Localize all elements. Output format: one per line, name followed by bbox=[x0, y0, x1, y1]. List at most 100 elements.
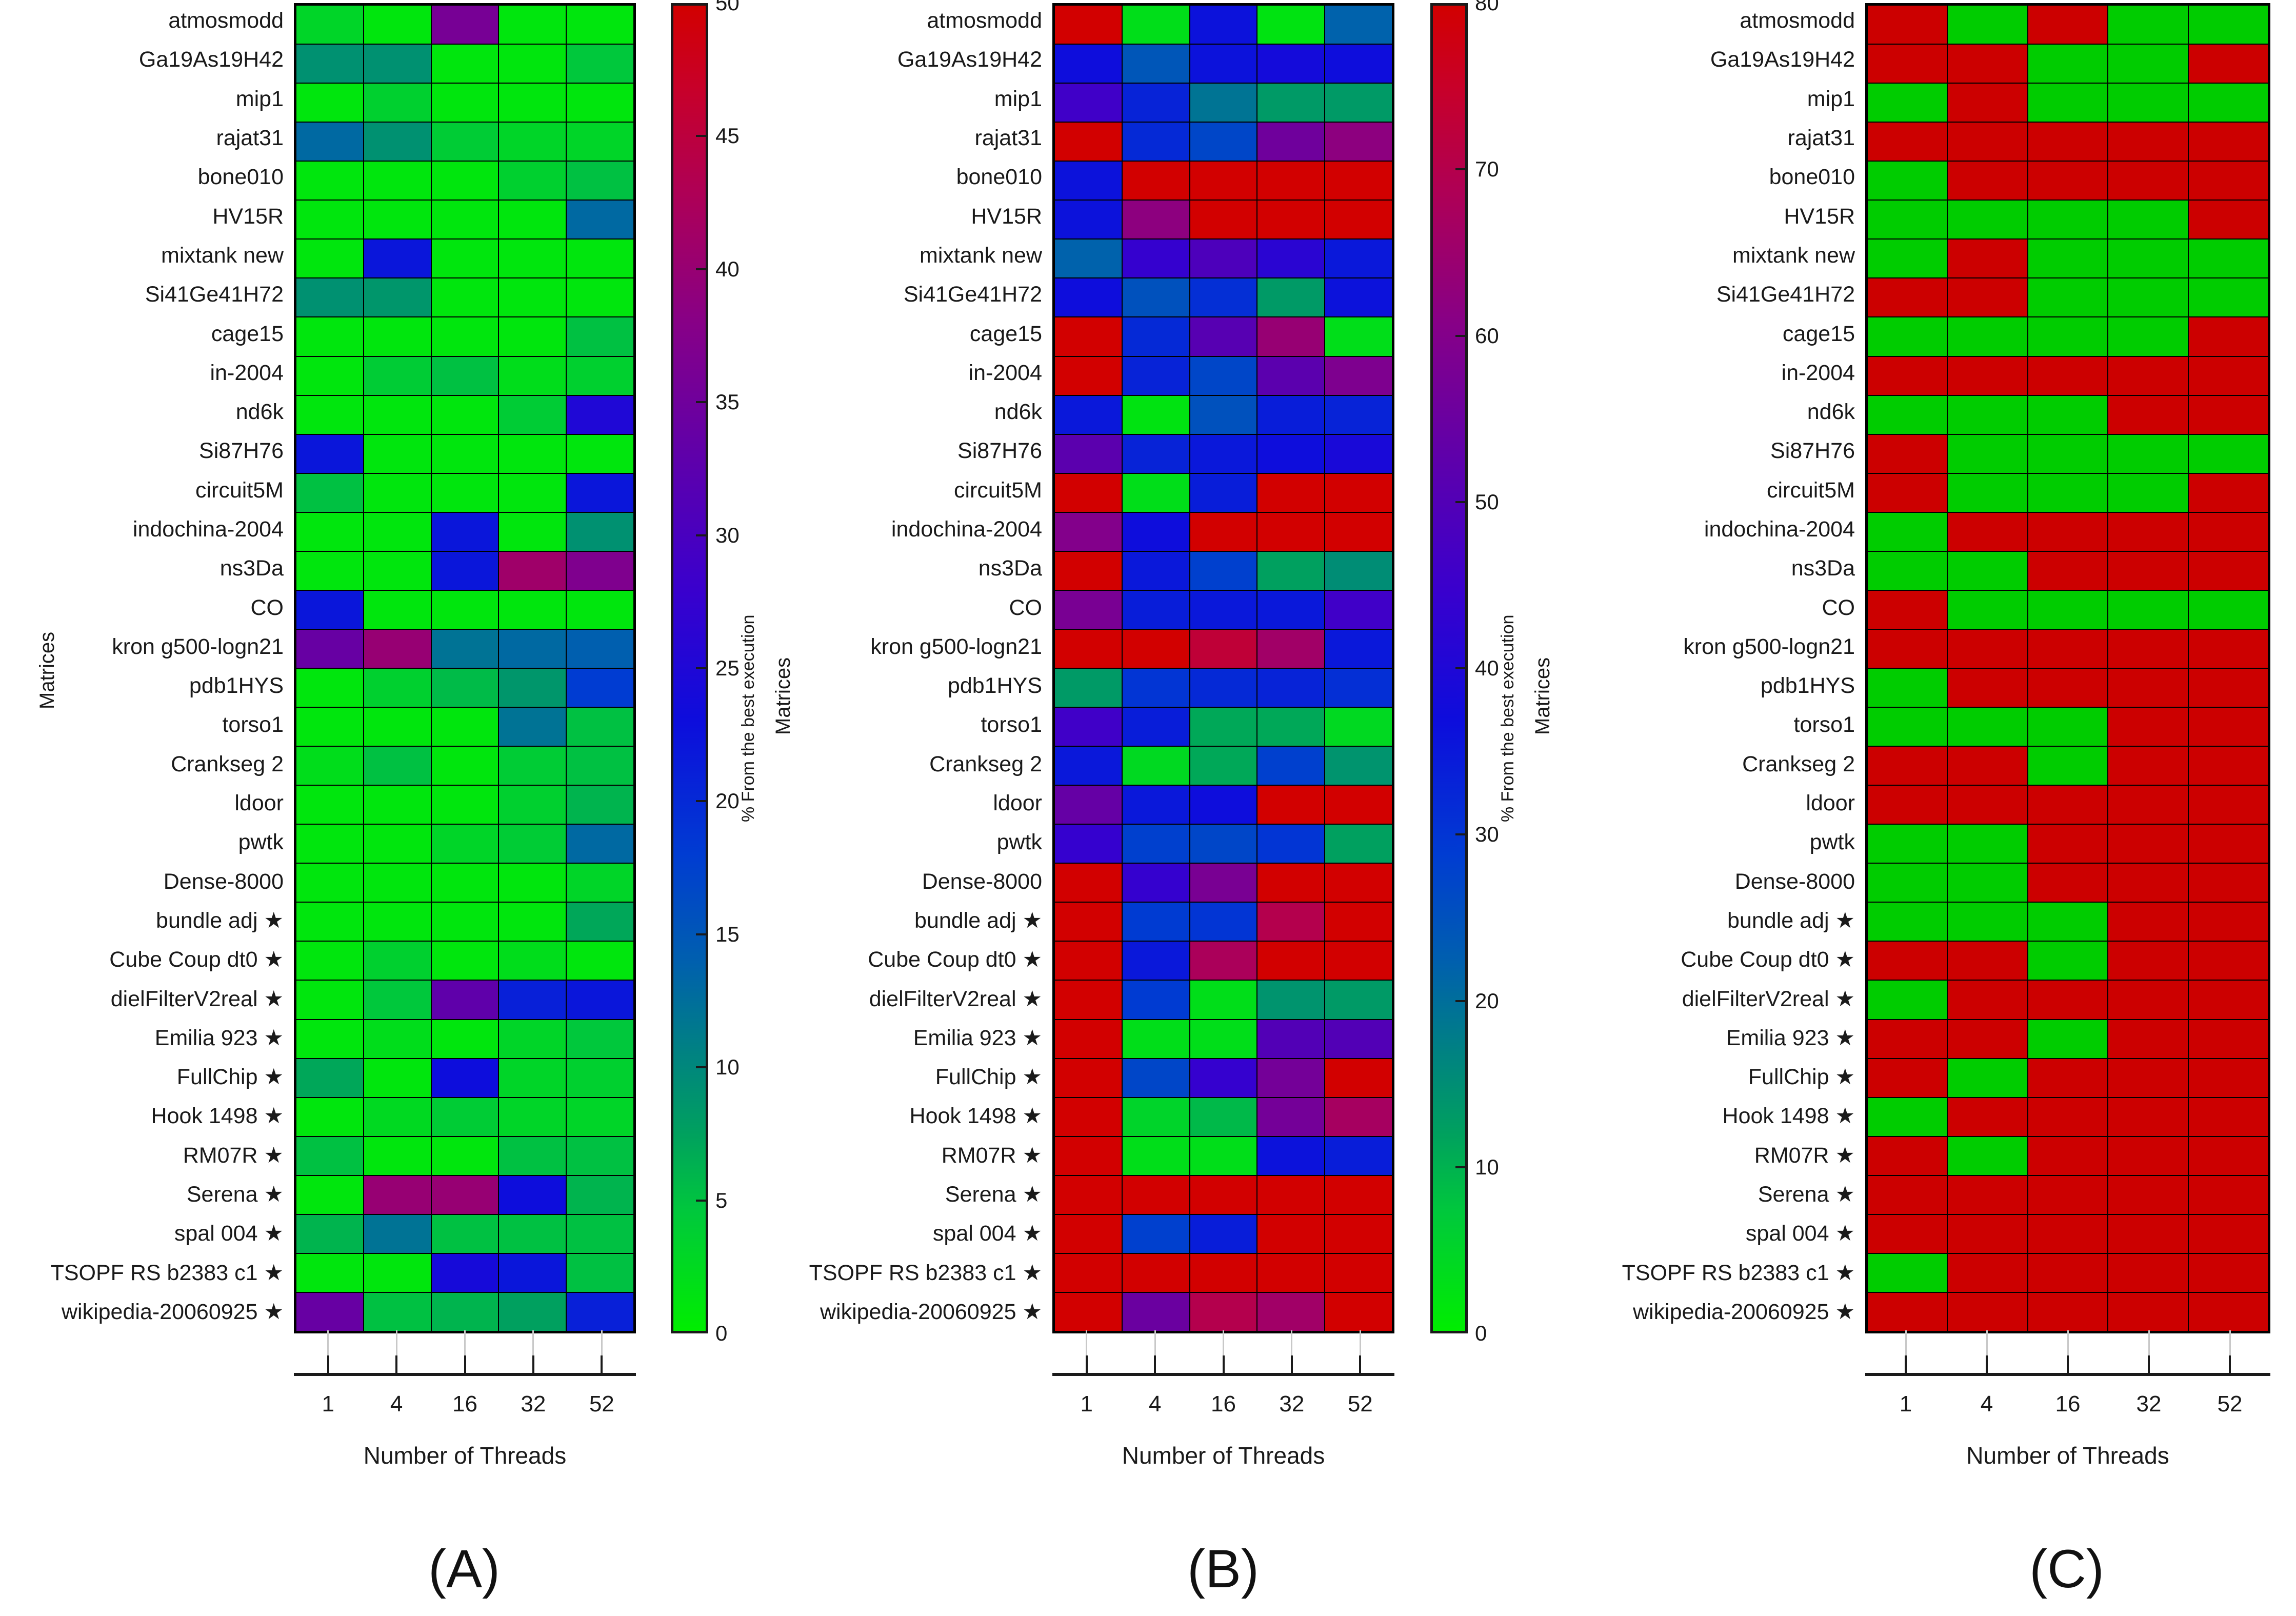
heatmap-cell bbox=[1189, 1174, 1258, 1215]
row-label: ns3Da bbox=[1791, 556, 1855, 581]
heatmap-cell bbox=[1189, 902, 1258, 942]
row-label: Cube Coup dt0 ★ bbox=[868, 947, 1042, 972]
x-axis-tick bbox=[1290, 1355, 1293, 1373]
heatmap-cell bbox=[1189, 199, 1258, 240]
heatmap-cell bbox=[430, 902, 500, 942]
heatmap-cell bbox=[295, 824, 364, 864]
heatmap-cell bbox=[1324, 1096, 1393, 1137]
x-axis-tick bbox=[1905, 1355, 1907, 1373]
heatmap-cell bbox=[1256, 4, 1326, 45]
x-axis-tick bbox=[532, 1355, 534, 1373]
heatmap-cell bbox=[498, 707, 567, 747]
heatmap-cell bbox=[1947, 902, 2028, 942]
heatmap-cell bbox=[1324, 1213, 1393, 1254]
heatmap-cell bbox=[1866, 1019, 1948, 1059]
heatmap-cell bbox=[498, 122, 567, 162]
panel-c-letter: (C) bbox=[2029, 1539, 2104, 1599]
heatmap-cell bbox=[2027, 589, 2109, 630]
heatmap-cell bbox=[2107, 1096, 2189, 1137]
panel-c-row-labels: atmosmodd Ga19As19H42 mip1 rajat31 bone010 HV… bbox=[1622, 10, 1855, 1323]
row-label: nd6k bbox=[235, 400, 284, 425]
heatmap-cell bbox=[1054, 902, 1123, 942]
row-label: kron g500-logn21 bbox=[112, 634, 284, 659]
heatmap-cell bbox=[1121, 394, 1190, 435]
heatmap-cell bbox=[1324, 277, 1393, 318]
heatmap-cell bbox=[1947, 1135, 2028, 1176]
heatmap-cell bbox=[566, 199, 634, 240]
heatmap-cell bbox=[1947, 472, 2028, 513]
heatmap-cell bbox=[2027, 1058, 2109, 1098]
heatmap-cell bbox=[566, 785, 634, 825]
heatmap-cell bbox=[1324, 902, 1393, 942]
heatmap-cell bbox=[566, 1174, 634, 1215]
heatmap-cell bbox=[430, 277, 500, 318]
heatmap-cell bbox=[2027, 1019, 2109, 1059]
panel-b-letter: (B) bbox=[1187, 1539, 1259, 1599]
heatmap-cell bbox=[1121, 4, 1190, 45]
heatmap-cell bbox=[2187, 902, 2269, 942]
heatmap-cell bbox=[498, 863, 567, 903]
x-axis-gridline bbox=[1086, 1330, 1088, 1373]
colorbar-tick bbox=[1455, 1000, 1467, 1002]
x-tick-label: 1 bbox=[322, 1391, 334, 1417]
heatmap-cell bbox=[2187, 122, 2269, 162]
row-label: rajat31 bbox=[974, 126, 1042, 151]
heatmap-cell bbox=[1866, 746, 1948, 786]
heatmap-cell bbox=[1054, 394, 1123, 435]
heatmap-cell bbox=[1189, 238, 1258, 279]
heatmap-cell bbox=[566, 589, 634, 630]
x-axis-tick bbox=[2148, 1355, 2150, 1373]
heatmap-cell bbox=[1256, 472, 1326, 513]
row-label: Crankseg 2 bbox=[171, 751, 284, 776]
heatmap-cell bbox=[1054, 707, 1123, 747]
heatmap-cell bbox=[2107, 161, 2189, 201]
heatmap-cell bbox=[1866, 980, 1948, 1020]
heatmap-cell bbox=[1054, 472, 1123, 513]
row-label: bundle adj ★ bbox=[1727, 908, 1855, 933]
heatmap-cell bbox=[430, 628, 500, 669]
heatmap-cell bbox=[1189, 1058, 1258, 1098]
heatmap-cell bbox=[1947, 433, 2028, 474]
heatmap-cell bbox=[566, 277, 634, 318]
row-label: HV15R bbox=[971, 204, 1042, 229]
heatmap-cell bbox=[1054, 941, 1123, 981]
colorbar-tick-label: 0 bbox=[1475, 1321, 1487, 1345]
heatmap-cell bbox=[430, 122, 500, 162]
colorbar-tick bbox=[1455, 833, 1467, 836]
heatmap-cell bbox=[1866, 628, 1948, 669]
heatmap-cell bbox=[1947, 941, 2028, 981]
row-label: HV15R bbox=[1784, 204, 1855, 229]
heatmap-cell bbox=[295, 980, 364, 1020]
heatmap-cell bbox=[1324, 44, 1393, 84]
heatmap-cell bbox=[1256, 83, 1326, 123]
heatmap-cell bbox=[1947, 277, 2028, 318]
heatmap-cell bbox=[1189, 511, 1258, 552]
heatmap-cell bbox=[566, 472, 634, 513]
heatmap-cell bbox=[1324, 824, 1393, 864]
heatmap-cell bbox=[1256, 1174, 1326, 1215]
heatmap-cell bbox=[1866, 550, 1948, 591]
x-axis-gridline bbox=[1986, 1330, 1988, 1373]
row-label: bone010 bbox=[1769, 165, 1855, 190]
x-tick-label: 16 bbox=[452, 1391, 477, 1417]
heatmap-cell bbox=[1189, 550, 1258, 591]
heatmap-cell bbox=[295, 316, 364, 357]
heatmap-cell bbox=[1324, 472, 1393, 513]
heatmap-cell bbox=[498, 511, 567, 552]
colorbar-tick bbox=[1455, 334, 1467, 337]
heatmap-cell bbox=[1054, 589, 1123, 630]
heatmap-cell bbox=[1256, 941, 1326, 981]
heatmap-cell bbox=[430, 394, 500, 435]
x-axis-gridline bbox=[601, 1330, 603, 1373]
heatmap-cell bbox=[363, 863, 432, 903]
row-label: CO bbox=[1009, 595, 1043, 620]
heatmap-cell bbox=[498, 316, 567, 357]
row-label: CO bbox=[1822, 595, 1855, 620]
heatmap-cell bbox=[1054, 1174, 1123, 1215]
heatmap-cell bbox=[1054, 1252, 1123, 1293]
heatmap-cell bbox=[1189, 589, 1258, 630]
heatmap-cell bbox=[430, 1058, 500, 1098]
heatmap-cell bbox=[295, 1019, 364, 1059]
heatmap-cell bbox=[1324, 433, 1393, 474]
heatmap-cell bbox=[2107, 44, 2189, 84]
